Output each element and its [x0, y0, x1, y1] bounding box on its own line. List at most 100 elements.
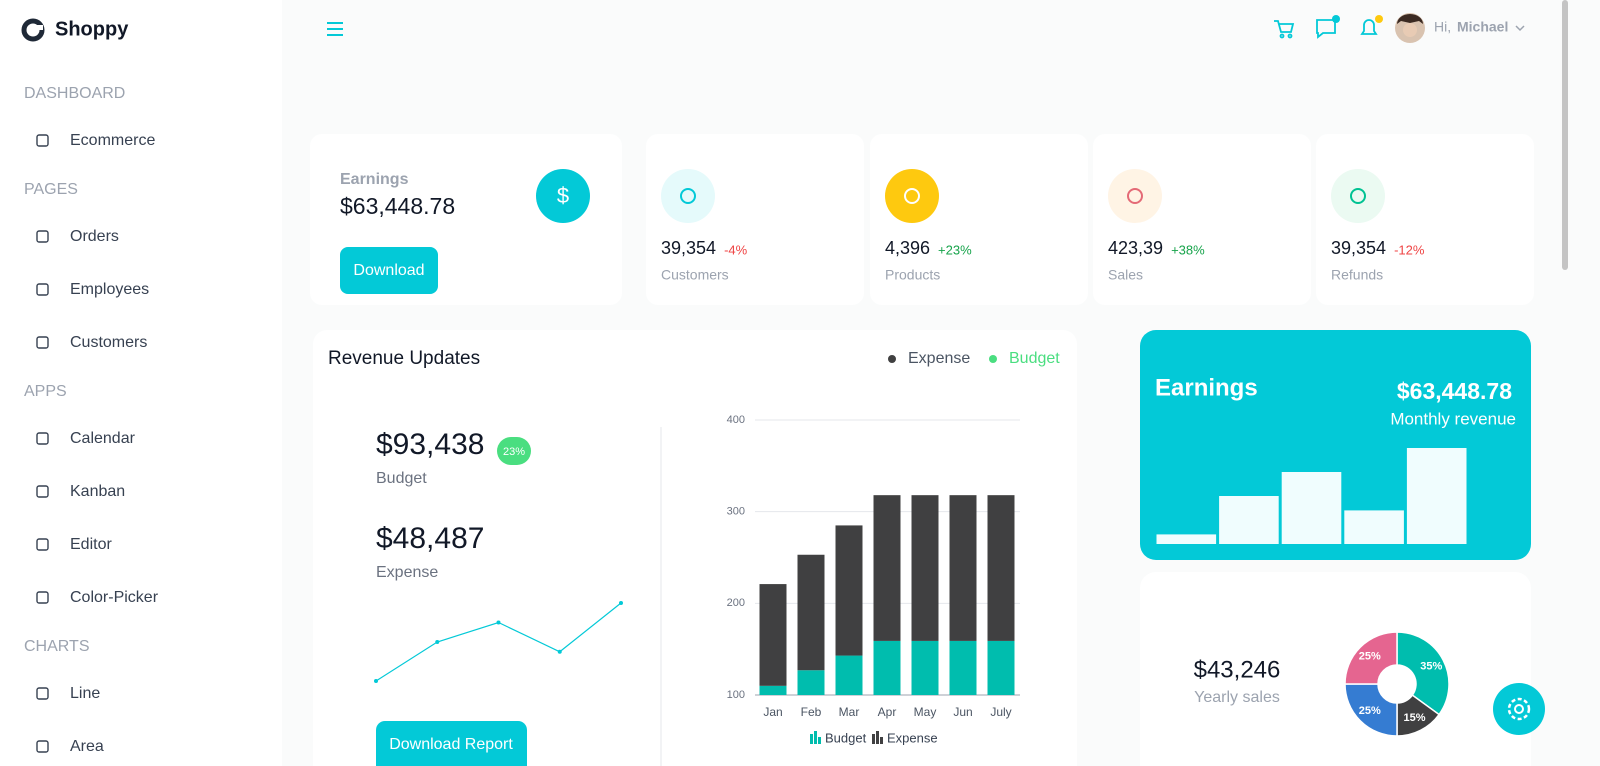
download-report-button[interactable]	[376, 721, 527, 766]
x-tick-label: May	[914, 705, 937, 719]
bar-segment	[949, 640, 977, 695]
icon	[904, 188, 920, 204]
settings-button[interactable]	[1493, 683, 1545, 735]
nav-icon[interactable]	[36, 432, 49, 445]
bar	[1281, 472, 1342, 544]
user-name[interactable]: Michael	[1457, 19, 1508, 35]
section-title: DASHBOARD	[24, 85, 125, 102]
legend-label: Expense	[908, 350, 970, 367]
cart-icon[interactable]	[1274, 20, 1295, 39]
nav-item[interactable]: Area	[70, 738, 104, 755]
download-button[interactable]	[340, 247, 438, 294]
chat-icon[interactable]	[1316, 15, 1340, 39]
icon	[1350, 188, 1366, 204]
y-tick-label: 300	[727, 506, 745, 518]
bar-segment	[911, 640, 939, 695]
y-tick-label: 400	[727, 414, 745, 426]
badge-label: 23%	[503, 446, 525, 458]
nav-item[interactable]: Orders	[70, 228, 119, 245]
bar-segment	[949, 495, 977, 641]
bar-segment	[911, 495, 939, 641]
card-title: Earnings	[340, 171, 409, 188]
nav-icon[interactable]	[36, 485, 49, 498]
badge	[497, 437, 531, 465]
nav-icon[interactable]	[36, 687, 49, 700]
legend-dot	[888, 355, 896, 363]
sparkline-point	[619, 601, 623, 605]
notification-icon[interactable]	[1360, 15, 1383, 35]
section-title: APPS	[24, 383, 67, 400]
stat-title: Products	[885, 267, 940, 283]
stat-amount: 423,39	[1108, 238, 1163, 258]
icon	[1127, 188, 1143, 204]
bar-segment	[797, 670, 825, 695]
stat-change: -12%	[1394, 242, 1425, 257]
legend-label[interactable]: Budget	[825, 730, 867, 745]
nav-item[interactable]: Line	[70, 685, 100, 702]
nav-icon[interactable]	[36, 283, 49, 296]
icon-circle	[1108, 169, 1162, 223]
bar	[1344, 510, 1404, 544]
slice-label: 25%	[1359, 705, 1381, 717]
menu-button[interactable]	[327, 22, 343, 36]
x-tick-label: Apr	[878, 705, 897, 719]
bar-segment	[759, 685, 787, 695]
bar-segment	[987, 640, 1015, 695]
icon-circle	[661, 169, 715, 223]
section-title: PAGES	[24, 181, 78, 198]
bar-segment	[873, 495, 901, 641]
nav-item[interactable]: Calendar	[70, 430, 136, 447]
expense-amount: $48,487	[376, 522, 484, 555]
stat-title: Refunds	[1331, 267, 1383, 283]
button-label[interactable]: Download Report	[389, 736, 513, 753]
bar	[1219, 496, 1279, 544]
legend-label: Budget	[1009, 350, 1060, 367]
stat-title: Customers	[661, 267, 729, 283]
bar-segment	[835, 655, 863, 695]
panel-subtitle: Monthly revenue	[1390, 409, 1516, 428]
nav-icon[interactable]	[36, 230, 49, 243]
nav-item[interactable]: Customers	[70, 334, 147, 351]
nav-item[interactable]: Editor	[70, 536, 112, 553]
icon-circle	[1331, 169, 1385, 223]
legend-icon	[810, 734, 813, 744]
stat-title: Sales	[1108, 267, 1143, 283]
stat-amount: 4,396	[885, 238, 930, 258]
nav-icon[interactable]	[36, 134, 49, 147]
avatar[interactable]	[1395, 13, 1425, 43]
user-menu-chevron[interactable]	[1515, 25, 1525, 32]
stat-amount: 39,354	[1331, 238, 1386, 258]
legend-label[interactable]: Expense	[887, 730, 938, 745]
slice-label: 25%	[1359, 651, 1381, 663]
yearly-label: Yearly sales	[1194, 689, 1280, 706]
bar-segment	[759, 584, 787, 686]
brand-name[interactable]: Shoppy	[55, 18, 129, 40]
bar-segment	[987, 495, 1015, 641]
sparkline-point	[374, 679, 378, 683]
budget-label: Budget	[376, 470, 427, 487]
legend-dot	[989, 355, 997, 363]
nav-icon[interactable]	[36, 538, 49, 551]
nav-icon[interactable]	[36, 740, 49, 753]
nav-icon[interactable]	[36, 591, 49, 604]
donut-slice	[1344, 631, 1398, 685]
x-tick-label: July	[990, 705, 1011, 719]
y-tick-label: 100	[727, 689, 745, 701]
nav-item[interactable]: Kanban	[70, 483, 125, 500]
stat-change: -4%	[724, 242, 748, 257]
nav-item[interactable]: Color-Picker	[70, 589, 159, 606]
x-tick-label: Mar	[839, 705, 860, 719]
x-tick-label: Jan	[763, 705, 782, 719]
nav-item[interactable]: Employees	[70, 281, 149, 298]
sparkline-point	[435, 640, 440, 644]
stat-change: +38%	[1171, 242, 1205, 257]
nav-icon[interactable]	[36, 336, 49, 349]
nav-item[interactable]: Ecommerce	[70, 132, 155, 149]
scrollbar[interactable]	[1562, 0, 1568, 270]
legend-icon	[876, 731, 879, 744]
brand-logo[interactable]	[21, 18, 45, 42]
donut-slice	[1396, 631, 1450, 716]
button-label[interactable]: Download	[353, 262, 424, 279]
